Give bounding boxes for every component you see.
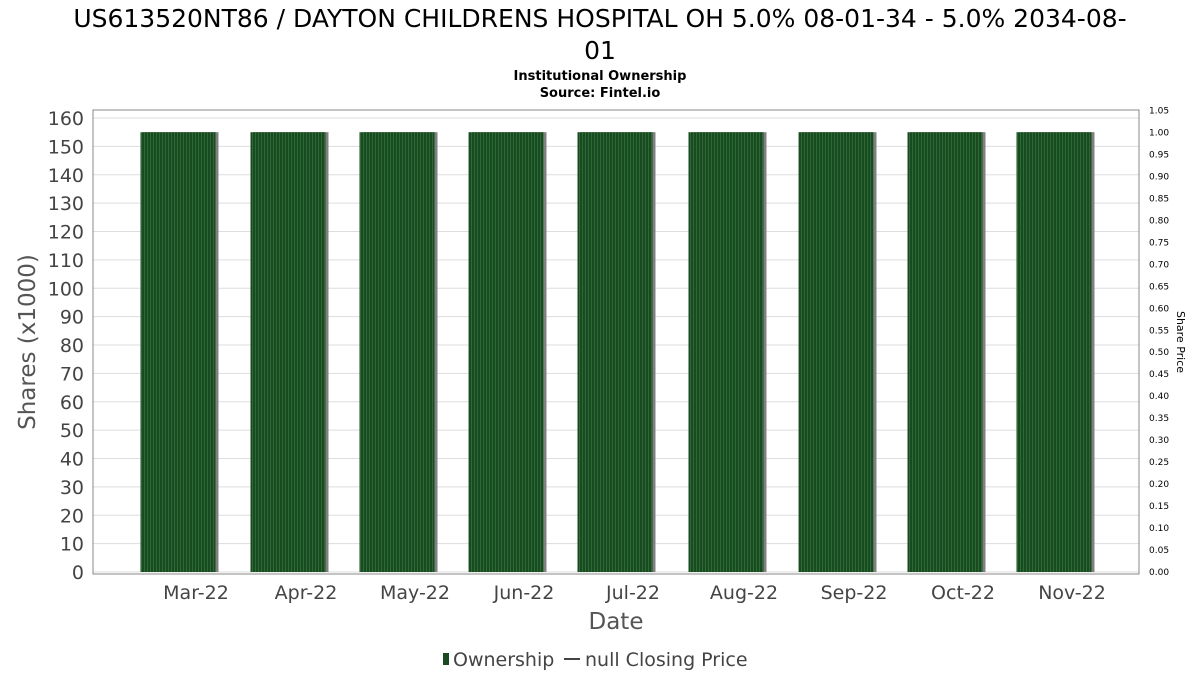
bar bbox=[688, 132, 764, 572]
y-axis-ticks: 0 10 20 30 40 50 60 70 80 90 100 110 120 130 140 150 160 bbox=[48, 108, 84, 584]
y-tick-label: 70 bbox=[60, 363, 84, 385]
y2-tick-label: 0.85 bbox=[1149, 194, 1169, 204]
y2-tick-label: 0.95 bbox=[1149, 150, 1169, 160]
y2-tick-label: 0.55 bbox=[1149, 326, 1169, 336]
bar bbox=[1016, 132, 1092, 572]
y-tick-label: 120 bbox=[48, 222, 84, 244]
bars bbox=[140, 132, 1095, 572]
x-tick-label: Aug-22 bbox=[710, 582, 778, 604]
y-tick-label: 80 bbox=[60, 335, 84, 357]
legend-closing-price-label: null Closing Price bbox=[585, 649, 748, 671]
bar bbox=[468, 132, 544, 572]
y-tick-label: 40 bbox=[60, 449, 84, 471]
y-tick-label: 50 bbox=[60, 420, 84, 442]
y-tick-label: 160 bbox=[48, 108, 84, 130]
y2-tick-label: 0.35 bbox=[1149, 414, 1169, 424]
y-tick-label: 30 bbox=[60, 477, 84, 499]
y-tick-label: 60 bbox=[60, 392, 84, 414]
bar bbox=[359, 132, 435, 572]
x-tick-label: Apr-22 bbox=[275, 582, 338, 604]
y2-axis-title: Share Price bbox=[1174, 311, 1187, 373]
x-tick-label: Jun-22 bbox=[493, 582, 555, 604]
legend-ownership-label: Ownership bbox=[453, 649, 554, 671]
y2-tick-label: 0.65 bbox=[1149, 282, 1169, 292]
legend: Ownership null Closing Price bbox=[443, 649, 748, 671]
y-axis-title: Shares (x1000) bbox=[15, 254, 41, 430]
x-tick-label: Oct-22 bbox=[931, 582, 995, 604]
bar bbox=[250, 132, 326, 572]
y2-tick-label: 0.05 bbox=[1149, 546, 1169, 556]
y-tick-label: 130 bbox=[48, 193, 84, 215]
x-axis-title: Date bbox=[589, 609, 644, 635]
y2-tick-label: 0.90 bbox=[1149, 172, 1169, 182]
x-tick-label: Jul-22 bbox=[605, 582, 660, 604]
y-tick-label: 100 bbox=[48, 278, 84, 300]
y2-tick-label: 0.40 bbox=[1149, 392, 1169, 402]
x-tick-label: May-22 bbox=[380, 582, 450, 604]
y-tick-label: 110 bbox=[48, 250, 84, 272]
bar bbox=[798, 132, 874, 572]
y-tick-label: 140 bbox=[48, 165, 84, 187]
y2-tick-label: 1.05 bbox=[1149, 107, 1169, 117]
x-tick-label: Mar-22 bbox=[163, 582, 229, 604]
y2-tick-label: 0.75 bbox=[1149, 238, 1169, 248]
chart-source: Source: Fintel.io bbox=[540, 86, 661, 101]
plot-area bbox=[92, 109, 1140, 575]
x-tick-label: Nov-22 bbox=[1038, 582, 1106, 604]
y2-tick-label: 0.00 bbox=[1149, 568, 1169, 578]
y2-tick-label: 0.70 bbox=[1149, 260, 1169, 270]
y2-tick-label: 0.20 bbox=[1149, 480, 1169, 490]
chart-title: US613520NT86 / DAYTON CHILDRENS HOSPITAL… bbox=[73, 4, 1126, 33]
bar bbox=[140, 132, 216, 572]
bar bbox=[907, 132, 983, 572]
y2-tick-label: 0.45 bbox=[1149, 370, 1169, 380]
y-tick-label: 20 bbox=[60, 505, 84, 527]
y2-tick-label: 0.50 bbox=[1149, 348, 1169, 358]
y2-tick-label: 0.10 bbox=[1149, 524, 1169, 534]
chart-subtitle: Institutional Ownership bbox=[514, 69, 687, 84]
y2-tick-label: 0.25 bbox=[1149, 458, 1169, 468]
y-tick-label: 150 bbox=[48, 136, 84, 158]
y2-tick-label: 0.30 bbox=[1149, 436, 1169, 446]
y2-tick-label: 1.00 bbox=[1149, 128, 1169, 138]
legend-ownership-swatch bbox=[443, 653, 449, 665]
y-tick-label: 90 bbox=[60, 307, 84, 329]
x-tick-label: Sep-22 bbox=[821, 582, 888, 604]
bar bbox=[577, 132, 653, 572]
y2-axis-ticks: 0.00 0.05 0.10 0.15 0.20 0.25 0.30 0.35 0.40 0.45… bbox=[1149, 107, 1169, 579]
y2-tick-label: 0.80 bbox=[1149, 216, 1169, 226]
chart-title-line2: 01 bbox=[584, 36, 616, 65]
y2-tick-label: 0.15 bbox=[1149, 502, 1169, 512]
y2-tick-label: 0.60 bbox=[1149, 304, 1169, 314]
y-tick-label: 0 bbox=[72, 562, 84, 584]
x-axis-ticks: Mar-22 Apr-22 May-22 Jun-22 Jul-22 Aug-22 Sep-… bbox=[163, 582, 1106, 604]
y-tick-label: 10 bbox=[60, 534, 84, 556]
